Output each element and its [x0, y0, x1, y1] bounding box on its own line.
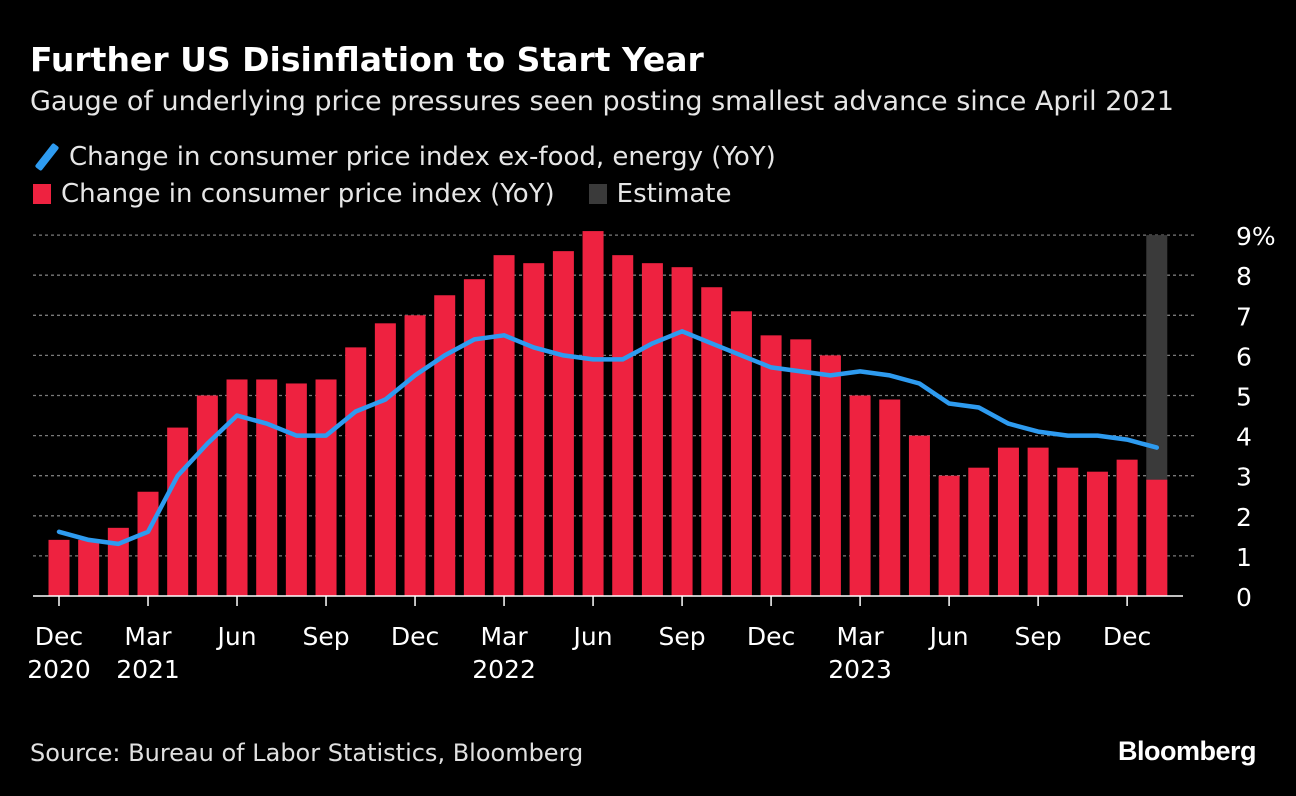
cpi-bar: [612, 255, 634, 596]
cpi-bar: [849, 395, 871, 596]
cpi-bar: [345, 347, 367, 596]
y-tick-label: 2: [1236, 503, 1252, 532]
cpi-bar: [1116, 459, 1138, 596]
y-tick-label: 7: [1236, 302, 1252, 331]
x-tick-year-label: 2022: [472, 655, 536, 684]
cpi-bar: [582, 231, 604, 596]
cpi-bar: [1057, 467, 1079, 596]
legend-estimate-label: Estimate: [616, 179, 732, 209]
x-tick-label: Mar: [480, 622, 528, 651]
cpi-bar: [908, 435, 930, 596]
legend-bar-label: Change in consumer price index (YoY): [61, 179, 555, 209]
bloomberg-logo: Bloomberg: [1117, 736, 1257, 766]
legend-bar-swatch: [33, 184, 51, 204]
y-tick-label: 3: [1236, 463, 1252, 492]
cpi-bar: [137, 491, 159, 596]
y-tick-label: 8: [1236, 262, 1252, 291]
x-tick-label: Jun: [215, 622, 256, 651]
x-tick-label: Dec: [391, 622, 439, 651]
legend-estimate-swatch: [588, 184, 607, 204]
x-tick-year-label: 2023: [828, 655, 892, 684]
y-tick-label: 0: [1236, 583, 1252, 612]
x-tick-label: Mar: [837, 622, 885, 651]
cpi-bar: [641, 263, 663, 596]
cpi-bar: [523, 263, 545, 596]
cpi-bar: [552, 251, 574, 596]
y-tick-label: 9%: [1236, 222, 1276, 251]
x-tick-label: Dec: [1103, 622, 1151, 651]
y-tick-label: 5: [1236, 383, 1252, 412]
cpi-bar: [404, 315, 426, 596]
cpi-bar: [285, 383, 307, 596]
legend-row-bars: Change in consumer price index (YoY) Est…: [33, 179, 731, 209]
source-note: Source: Bureau of Labor Statistics, Bloo…: [30, 739, 584, 767]
cpi-bar: [730, 311, 752, 596]
cpi-bar: [1027, 447, 1049, 596]
cpi-bar: [671, 267, 693, 596]
x-tick-label: Dec: [747, 622, 795, 651]
cpi-bar: [997, 447, 1019, 596]
cpi-bar: [256, 379, 278, 596]
x-tick-label: Dec: [35, 622, 83, 651]
cpi-bar: [760, 335, 782, 596]
cpi-bar: [1086, 471, 1108, 596]
cpi-bar: [196, 395, 218, 596]
legend-row-line: Change in consumer price index ex-food, …: [33, 142, 776, 172]
cpi-bar: [167, 427, 189, 596]
cpi-bar: [938, 475, 960, 596]
cpi-bar: [493, 255, 515, 596]
x-tick-label: Sep: [302, 622, 349, 651]
cpi-bar: [315, 379, 337, 596]
cpi-bar: [78, 539, 100, 596]
x-tick-label: Jun: [572, 622, 613, 651]
cpi-bar: [819, 355, 841, 596]
cpi-bar: [1146, 479, 1168, 596]
x-tick-year-label: 2021: [116, 655, 180, 684]
cpi-bar: [107, 527, 129, 596]
chart-subtitle: Gauge of underlying price pressures seen…: [30, 86, 1174, 117]
x-tick-label: Sep: [659, 622, 706, 651]
cpi-bar: [463, 279, 485, 596]
cpi-bar: [790, 339, 812, 596]
cpi-bar: [879, 399, 901, 596]
cpi-bar: [374, 323, 396, 596]
x-tick-year-label: 2020: [27, 655, 91, 684]
cpi-bar: [48, 539, 70, 596]
y-tick-label: 6: [1236, 342, 1252, 371]
legend-line-label: Change in consumer price index ex-food, …: [69, 142, 776, 172]
cpi-bar: [434, 295, 456, 596]
x-tick-label: Jun: [928, 622, 969, 651]
cpi-bar: [701, 287, 723, 596]
cpi-bar: [226, 379, 248, 596]
x-tick-label: Sep: [1015, 622, 1062, 651]
x-tick-label: Mar: [124, 622, 172, 651]
y-tick-label: 4: [1236, 423, 1252, 452]
core-cpi-line: [56, 329, 1160, 547]
cpi-bar: [968, 467, 990, 596]
y-tick-label: 1: [1236, 543, 1252, 572]
chart-title: Further US Disinflation to Start Year: [30, 40, 704, 79]
